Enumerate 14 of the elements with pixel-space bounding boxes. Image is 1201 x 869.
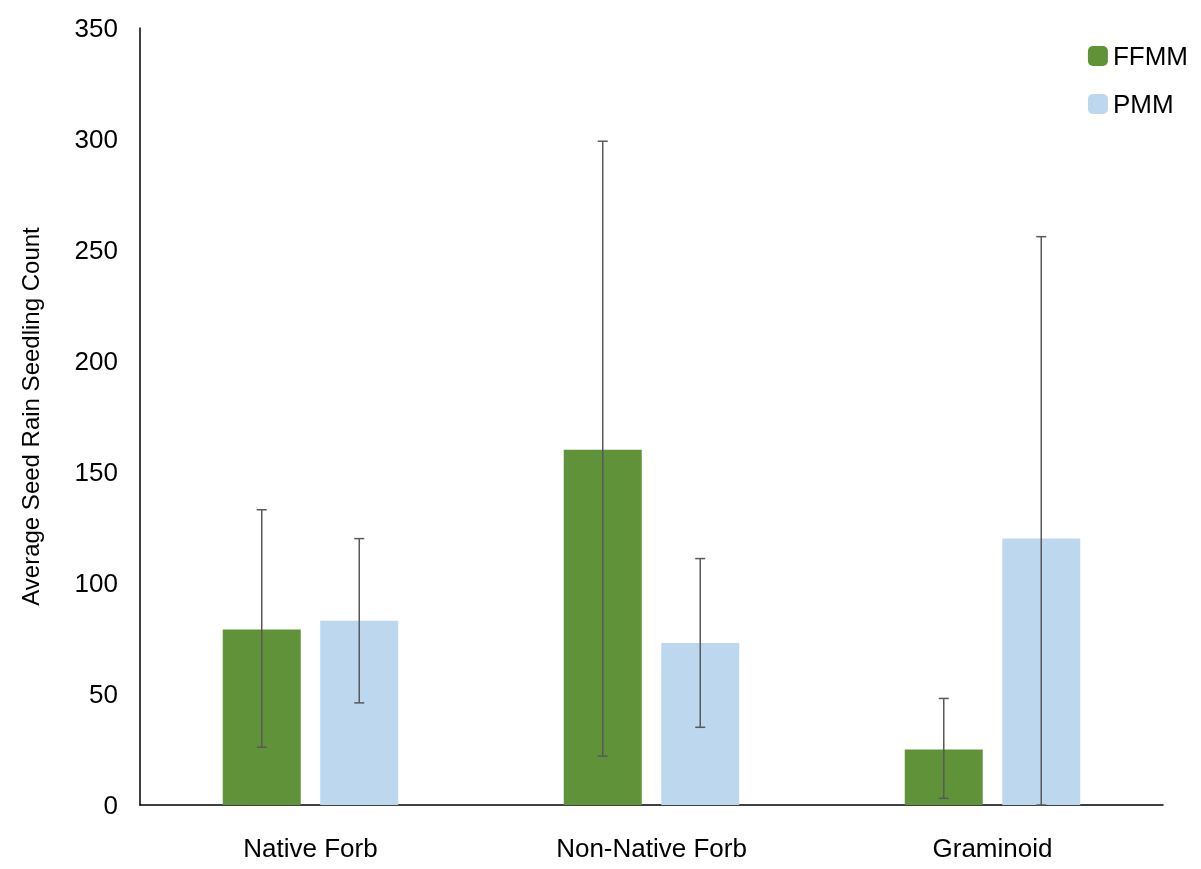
legend-label: PMM [1112, 89, 1174, 119]
y-tick-label: 100 [74, 568, 118, 598]
y-tick-label: 0 [103, 790, 118, 820]
y-tick-label: 150 [74, 457, 118, 487]
x-tick-label: Graminoid [932, 833, 1053, 863]
x-tick-label: Non-Native Forb [556, 833, 747, 863]
y-axis-title: Average Seed Rain Seedling Count [16, 226, 44, 606]
y-tick-label: 200 [74, 346, 118, 376]
y-tick-label: 300 [74, 124, 118, 154]
y-tick-label: 50 [89, 679, 118, 709]
x-tick-label: Native Forb [243, 833, 378, 863]
y-tick-label: 250 [74, 235, 118, 265]
legend-label: FFMM [1112, 41, 1189, 71]
y-tick-label: 350 [74, 13, 118, 43]
